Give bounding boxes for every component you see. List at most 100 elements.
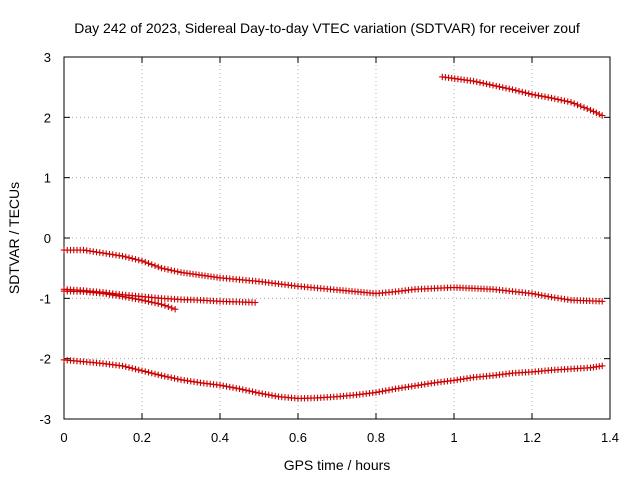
data-point xyxy=(554,96,562,103)
data-point xyxy=(135,366,142,374)
data-point xyxy=(161,265,168,273)
data-point xyxy=(571,100,578,107)
data-point xyxy=(161,302,169,309)
data-point xyxy=(171,267,178,275)
data-point xyxy=(272,392,279,400)
data-point xyxy=(379,388,386,395)
data-point xyxy=(584,105,591,112)
data-point xyxy=(382,387,389,394)
data-point xyxy=(599,362,606,370)
data-point xyxy=(239,386,246,393)
x-tick-label: 1.4 xyxy=(601,430,619,445)
data-point xyxy=(148,261,155,268)
data-point xyxy=(158,301,165,308)
data-point xyxy=(236,385,243,393)
data-point xyxy=(538,93,545,100)
data-point xyxy=(125,364,133,371)
data-point xyxy=(587,106,594,114)
data-point xyxy=(145,260,152,267)
data-point xyxy=(519,88,526,96)
data-point xyxy=(580,104,588,111)
data-point xyxy=(512,87,519,94)
data-point xyxy=(233,385,240,392)
data-point xyxy=(142,258,149,266)
data-point xyxy=(596,110,603,118)
data-point xyxy=(132,256,139,263)
data-point xyxy=(532,91,539,99)
data-point xyxy=(151,370,159,378)
data-point xyxy=(145,369,152,376)
data-point xyxy=(122,253,129,261)
data-marks xyxy=(60,73,606,402)
x-axis-label: GPS time / hours xyxy=(284,457,391,473)
data-point xyxy=(155,263,162,271)
y-tick-label: 3 xyxy=(44,50,51,65)
data-point xyxy=(226,383,233,391)
data-point xyxy=(119,252,126,260)
data-point xyxy=(168,267,175,274)
data-point xyxy=(151,262,159,269)
data-point xyxy=(165,303,172,310)
data-point xyxy=(132,365,139,373)
data-point xyxy=(599,112,606,119)
data-point xyxy=(138,296,146,304)
series-3 xyxy=(60,286,259,306)
series-2 xyxy=(60,246,606,305)
x-tick-label: 0 xyxy=(60,430,67,445)
data-point xyxy=(135,296,142,303)
x-tick-label: 0.6 xyxy=(289,430,307,445)
data-point xyxy=(385,386,393,394)
data-point xyxy=(265,391,272,399)
data-point xyxy=(168,374,175,381)
data-point xyxy=(229,384,237,391)
data-point xyxy=(119,362,126,370)
data-point xyxy=(389,386,396,393)
series-5 xyxy=(60,356,606,402)
data-point xyxy=(551,95,558,102)
data-point xyxy=(545,293,552,300)
data-point xyxy=(252,389,259,396)
data-point xyxy=(148,369,155,377)
data-point xyxy=(561,97,568,105)
data-point xyxy=(268,392,276,399)
data-point xyxy=(138,257,146,265)
data-point xyxy=(122,363,129,370)
grid xyxy=(64,57,610,419)
data-point xyxy=(171,375,178,382)
data-point xyxy=(593,109,600,117)
data-point xyxy=(174,375,181,383)
data-point xyxy=(129,295,136,302)
data-point xyxy=(574,101,581,109)
data-point xyxy=(174,268,181,275)
data-point xyxy=(509,86,516,93)
axis-ticks: 0 0.2 0.4 0.6 0.8 1 1.2 1.4 -3 -2 -1 0 1 2 3 xyxy=(39,50,619,445)
data-point xyxy=(151,299,159,307)
data-point xyxy=(528,91,536,98)
data-point xyxy=(567,99,575,106)
data-point xyxy=(249,388,256,395)
x-tick-label: 1 xyxy=(450,430,457,445)
data-point xyxy=(125,254,133,261)
data-point xyxy=(541,93,549,101)
data-point xyxy=(483,80,490,88)
data-point xyxy=(590,108,597,115)
data-point xyxy=(528,290,536,297)
data-point xyxy=(119,293,126,300)
y-tick-label: 1 xyxy=(44,171,51,186)
x-tick-label: 0.8 xyxy=(367,430,385,445)
series-4 xyxy=(60,287,179,313)
data-point xyxy=(480,80,487,87)
data-point xyxy=(599,298,606,305)
data-point xyxy=(502,84,510,92)
data-point xyxy=(372,389,380,396)
data-point xyxy=(164,266,172,273)
y-tick-label: 2 xyxy=(44,110,51,125)
data-point xyxy=(122,293,129,301)
data-point xyxy=(216,382,224,389)
data-point xyxy=(142,368,149,375)
data-point xyxy=(142,297,149,305)
y-axis-label: SDTVAR / TECUs xyxy=(6,182,22,294)
data-point xyxy=(259,390,266,397)
data-point xyxy=(473,78,480,86)
